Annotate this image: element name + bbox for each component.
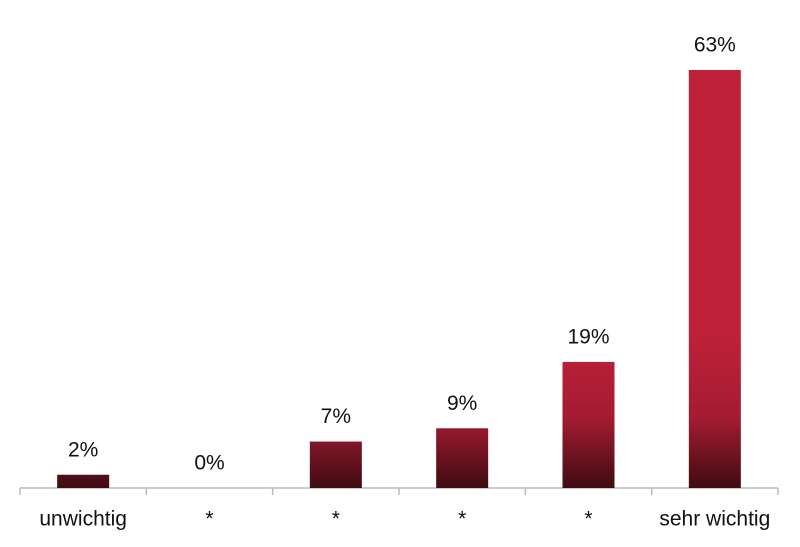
bar [309, 441, 362, 488]
value-label: 9% [447, 392, 477, 415]
value-label: 19% [567, 325, 609, 348]
x-tick-label: sehr wichtig [659, 508, 770, 531]
bar [57, 474, 110, 488]
value-label: 7% [321, 405, 351, 428]
value-label: 2% [68, 438, 98, 461]
x-tick-label: * [458, 508, 466, 531]
x-tick-label: * [205, 508, 213, 531]
value-label: 0% [194, 452, 224, 475]
bar [436, 428, 489, 488]
x-tick-label: * [584, 508, 592, 531]
bar [562, 361, 615, 488]
bar [688, 70, 741, 488]
value-label: 63% [694, 34, 736, 57]
x-tick-label: unwichtig [39, 508, 127, 531]
x-tick-label: * [332, 508, 340, 531]
